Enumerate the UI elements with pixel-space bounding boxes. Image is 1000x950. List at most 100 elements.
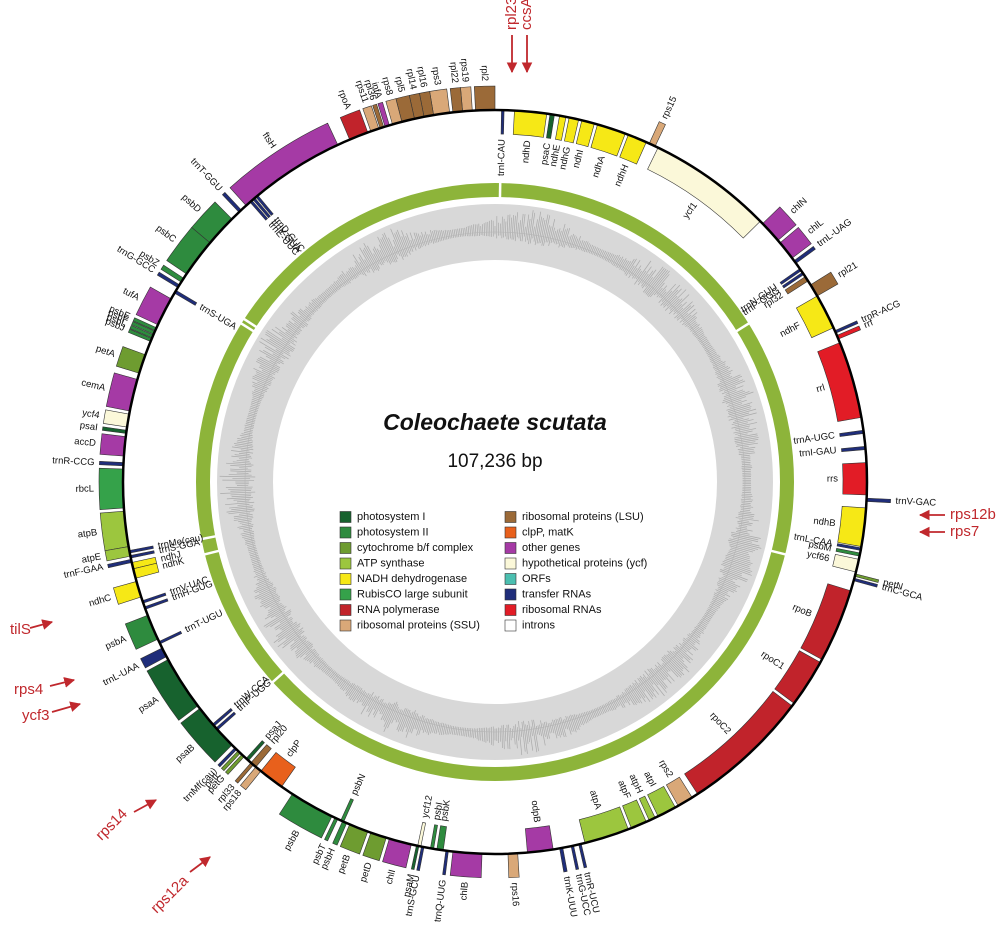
gc-spike: [503, 724, 505, 750]
gene-box: [570, 845, 580, 870]
gc-spike: [380, 702, 390, 721]
gc-spike: [569, 233, 575, 248]
gc-spike: [727, 553, 751, 562]
legend-label: ATP synthase: [357, 557, 424, 569]
gc-spike: [351, 267, 359, 277]
gc-spike: [531, 719, 538, 753]
gc-spike: [625, 688, 637, 706]
gc-spike: [539, 724, 542, 737]
gc-spike: [414, 716, 420, 729]
gc-spike: [554, 229, 559, 244]
gc-spike: [600, 705, 605, 714]
gc-spike: [655, 667, 666, 680]
gc-spike: [256, 581, 271, 589]
gc-spike: [473, 728, 475, 739]
legend-label: RubisCO large subunit: [357, 588, 468, 600]
gc-spike: [253, 567, 264, 573]
gc-spike: [730, 547, 749, 554]
gc-spike: [266, 330, 295, 350]
gc-spike: [320, 293, 328, 301]
gc-spike: [675, 644, 694, 661]
gc-spike: [354, 260, 364, 276]
gc-spike: [292, 316, 305, 328]
gc-spike: [658, 283, 677, 303]
gene-label: ycf12: [420, 794, 435, 818]
gc-spike: [331, 284, 338, 292]
gc-spike: [455, 726, 458, 736]
gene-box: [449, 851, 483, 879]
gc-spike: [311, 299, 321, 309]
gc-spike: [233, 517, 254, 521]
gc-spike: [245, 423, 255, 426]
gc-spike: [530, 726, 533, 737]
gc-spike: [619, 695, 626, 704]
gc-spike: [390, 228, 404, 260]
gc-spike: [717, 369, 729, 376]
gc-spike: [345, 683, 356, 697]
gc-spike: [238, 519, 252, 523]
gc-spike: [687, 636, 696, 644]
gc-spike: [637, 678, 654, 700]
gc-spike: [373, 246, 384, 265]
gc-spike: [567, 235, 572, 247]
gc-spike: [245, 421, 255, 425]
gc-spike: [358, 256, 369, 273]
gc-spike: [615, 697, 621, 706]
gc-spike: [624, 692, 631, 702]
gc-spike: [327, 287, 334, 295]
gc-spike: [725, 396, 747, 404]
gc-spike: [265, 599, 281, 609]
gene-label: rps8: [379, 76, 394, 97]
gc-spike: [326, 668, 333, 675]
gc-spike: [381, 237, 394, 263]
gc-spike: [735, 527, 753, 532]
gc-spike: [281, 622, 294, 631]
gc-spike: [708, 605, 718, 611]
legend-label: cytochrome b/f complex: [357, 542, 474, 554]
gc-spike: [274, 616, 292, 629]
gene-box: [103, 409, 130, 428]
gene-box: [436, 825, 447, 851]
gc-spike: [324, 666, 331, 674]
gc-spike: [253, 582, 273, 592]
gc-spike: [619, 258, 627, 270]
gc-spike: [316, 297, 324, 305]
gc-spike: [707, 608, 716, 614]
gc-spike: [621, 691, 631, 706]
gc-spike: [242, 534, 255, 538]
gene-box: [648, 121, 666, 147]
gc-midline: [244, 231, 746, 733]
gc-spike: [362, 249, 376, 271]
legend-swatch: [339, 542, 352, 554]
gc-spike: [281, 337, 291, 345]
gc-spike: [231, 446, 254, 451]
gc-spike: [226, 508, 255, 513]
gc-spike: [503, 218, 505, 238]
gc-spike: [485, 727, 487, 743]
gc-spike: [590, 245, 595, 254]
gc-spike: [237, 438, 254, 442]
gc-spike: [532, 226, 535, 239]
gc-spike: [328, 670, 335, 678]
gc-spike: [647, 668, 667, 693]
gc-spike: [738, 526, 747, 529]
gene-label: rpl5: [392, 75, 406, 93]
gc-spike: [664, 654, 685, 676]
gc-spike: [607, 701, 613, 711]
ring-gap: [735, 321, 751, 333]
gc-spike: [356, 690, 366, 704]
gc-spike: [259, 365, 276, 374]
gc-spike: [473, 224, 475, 237]
gc-spike: [405, 711, 414, 733]
gc-spike: [639, 677, 654, 697]
legend-label: photosystem I: [357, 511, 425, 523]
legend-swatch: [504, 604, 517, 616]
gc-spike: [731, 419, 754, 426]
gc-spike: [729, 549, 750, 556]
gc-spike: [717, 374, 741, 386]
gc-spike: [335, 281, 342, 289]
gc-spike: [718, 372, 732, 380]
gene-box: [866, 497, 891, 504]
gene-label: odpB: [529, 800, 543, 823]
gc-spike: [501, 725, 503, 749]
